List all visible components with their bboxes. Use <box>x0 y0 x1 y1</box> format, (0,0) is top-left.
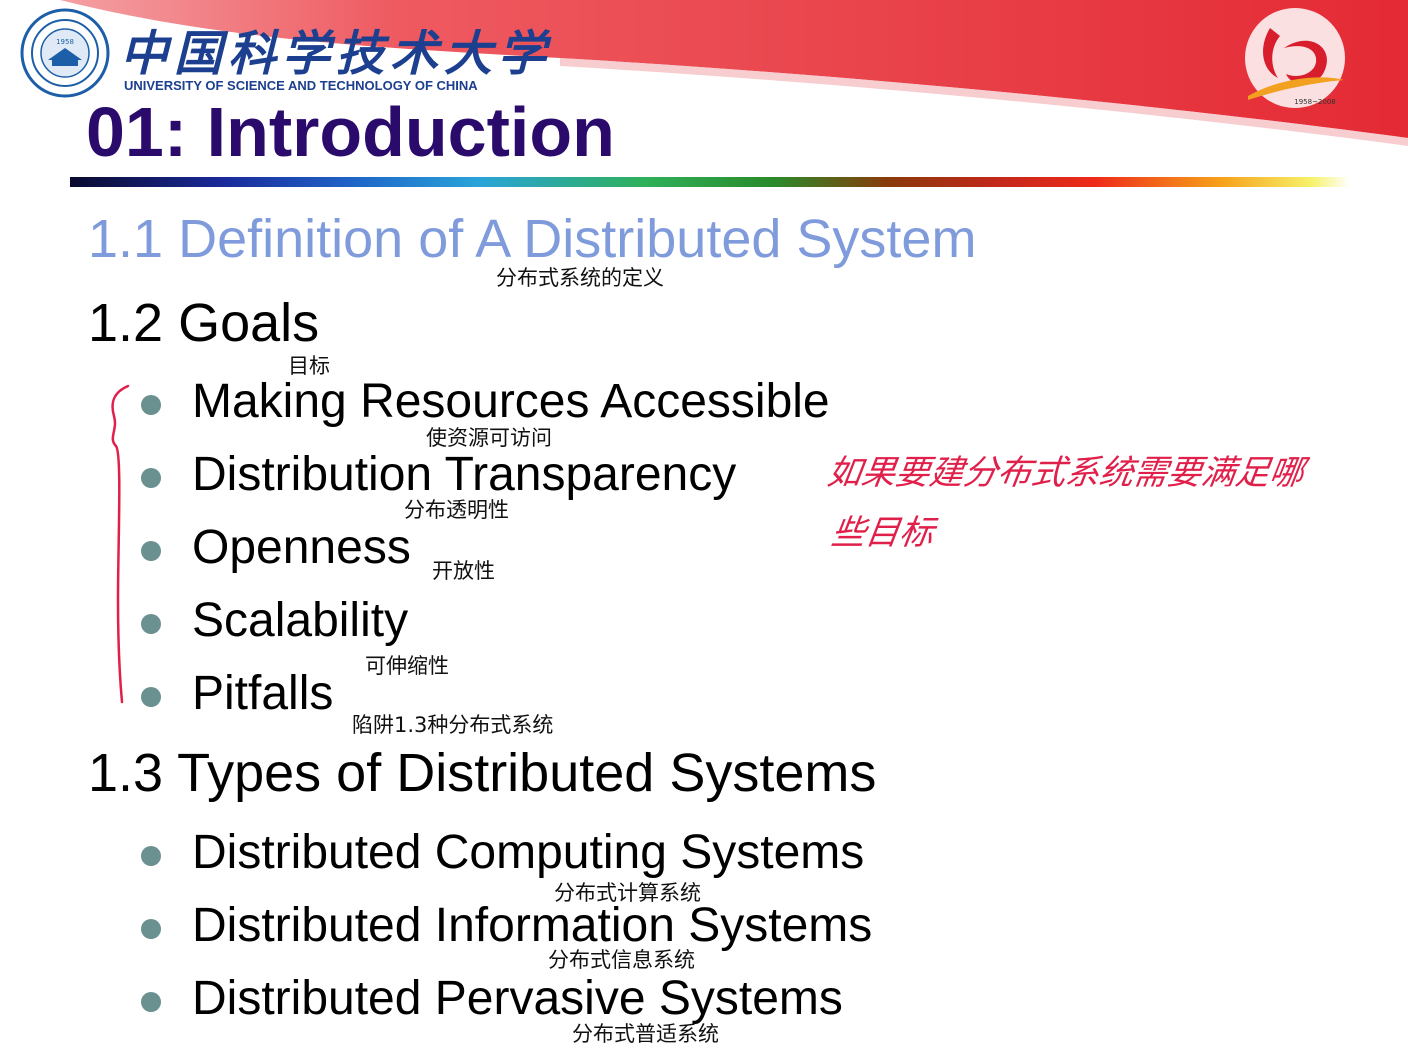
type-item-computing: Distributed Computing Systems <box>192 826 865 879</box>
annotation-computing: 分布式计算系统 <box>554 881 701 905</box>
type-item-pervasive: Distributed Pervasive Systems <box>192 972 843 1025</box>
goal-item-openness: Openness <box>192 521 411 574</box>
bullet-dot <box>141 846 161 866</box>
bullet-dot <box>141 687 161 707</box>
annotation-pitfalls: 陷阱1.3种分布式系统 <box>352 713 554 737</box>
handwritten-note-line-2: 些目标 <box>828 513 937 553</box>
anniversary-years: 1958~2008 <box>1294 98 1336 106</box>
annotation-information: 分布式信息系统 <box>548 948 695 972</box>
bullet-dot <box>141 614 161 634</box>
annotation-definition: 分布式系统的定义 <box>496 266 664 290</box>
annotation-goals: 目标 <box>288 354 330 378</box>
slide-title: 01: Introduction <box>86 93 615 171</box>
type-item-information: Distributed Information Systems <box>192 899 873 952</box>
annotation-pervasive: 分布式普适系统 <box>572 1022 719 1046</box>
anniversary-logo-icon: 1958~2008 <box>1245 8 1345 108</box>
annotation-scalability: 可伸缩性 <box>365 654 449 678</box>
goal-item-resources: Making Resources Accessible <box>192 375 830 428</box>
section-heading-1-1: 1.1 Definition of A Distributed System <box>88 209 977 269</box>
university-name-cn: 中国科学技术大学 <box>120 26 553 82</box>
section-heading-1-2: 1.2 Goals <box>88 293 320 353</box>
bullet-dot <box>141 395 161 415</box>
bullet-dot <box>141 992 161 1012</box>
bullet-dot <box>141 541 161 561</box>
bullet-dot <box>141 919 161 939</box>
annotation-resources: 使资源可访问 <box>426 426 552 450</box>
bullet-dot <box>141 468 161 488</box>
goal-item-pitfalls: Pitfalls <box>192 667 334 720</box>
goal-item-transparency: Distribution Transparency <box>192 448 737 501</box>
university-name-en: UNIVERSITY OF SCIENCE AND TECHNOLOGY OF … <box>124 78 478 93</box>
university-seal-icon: 1958 <box>20 8 110 98</box>
title-rainbow-rule <box>70 177 1350 187</box>
handwritten-brace-icon <box>111 384 130 704</box>
annotation-openness: 开放性 <box>432 559 495 583</box>
section-heading-1-3: 1.3 Types of Distributed Systems <box>88 743 877 803</box>
seal-year: 1958 <box>56 38 74 46</box>
annotation-transparency: 分布透明性 <box>404 498 509 522</box>
goal-item-scalability: Scalability <box>192 594 409 647</box>
handwritten-note-line-1: 如果要建分布式系统需要满足哪 <box>824 453 1307 493</box>
